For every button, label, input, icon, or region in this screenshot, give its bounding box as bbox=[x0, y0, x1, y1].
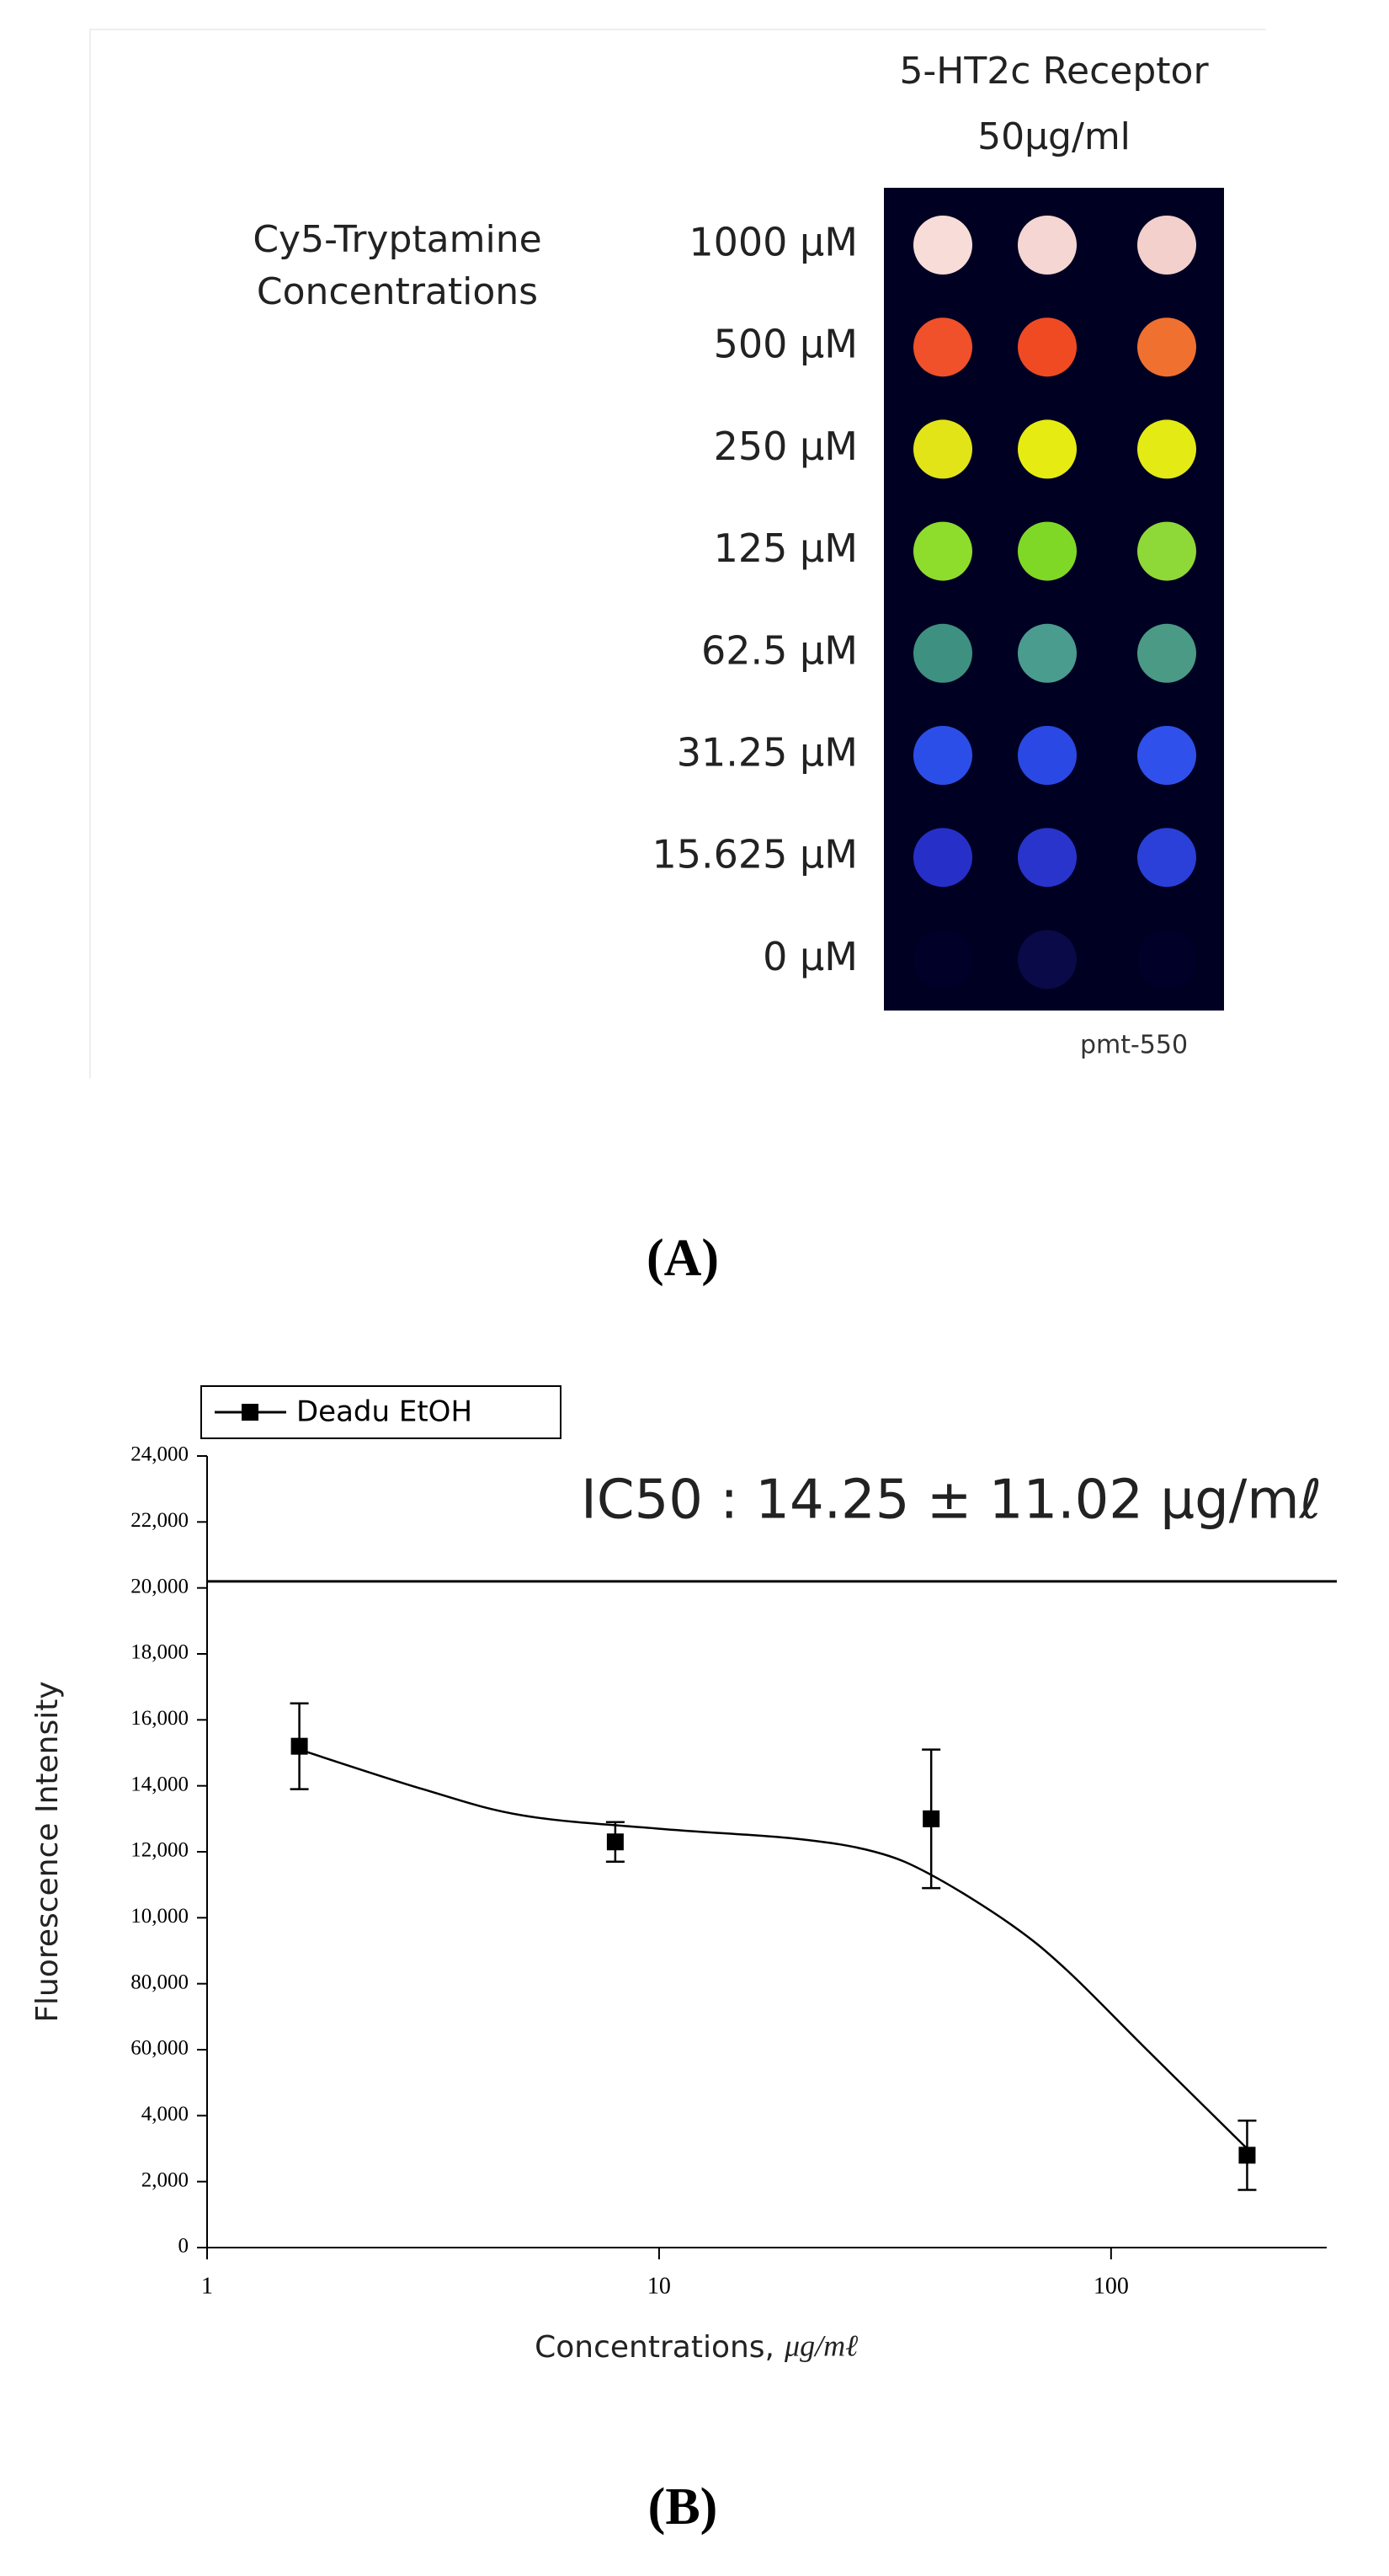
data-point bbox=[290, 1737, 308, 1755]
data-point bbox=[923, 1810, 940, 1827]
y-tick-label: 0 bbox=[178, 2235, 189, 2258]
spot bbox=[1137, 216, 1196, 275]
spot bbox=[1018, 419, 1077, 479]
y-axis-title: Fluorescence Intensity bbox=[30, 1681, 65, 2022]
spot bbox=[913, 726, 972, 785]
spot bbox=[1137, 317, 1196, 377]
y-tick-label: 18,000 bbox=[130, 1641, 189, 1664]
spot bbox=[913, 419, 972, 479]
legend-label: Deadu EtOH bbox=[296, 1395, 472, 1429]
spot bbox=[1018, 726, 1077, 785]
spot bbox=[1018, 317, 1077, 377]
spot bbox=[1018, 930, 1077, 989]
row-label: 0 μM bbox=[763, 934, 858, 979]
y-tick-label: 22,000 bbox=[130, 1509, 189, 1532]
x-axis-unit: μg/mℓ bbox=[784, 2328, 858, 2362]
row-title: Concentrations bbox=[257, 270, 538, 313]
spot bbox=[1137, 726, 1196, 785]
row-label: 62.5 μM bbox=[701, 627, 858, 673]
row-label: 125 μM bbox=[714, 525, 858, 571]
row-label: 500 μM bbox=[714, 322, 858, 367]
spot bbox=[1018, 216, 1077, 275]
x-tick-label: 100 bbox=[1094, 2273, 1129, 2299]
data-point bbox=[606, 1833, 624, 1851]
spot bbox=[1137, 419, 1196, 479]
array-image bbox=[884, 188, 1224, 1011]
y-tick-label: 60,000 bbox=[130, 2037, 189, 2060]
panel-frame bbox=[89, 29, 1266, 1079]
row-label: 15.625 μM bbox=[652, 832, 858, 877]
receptor-label: 5-HT2c Receptor bbox=[899, 50, 1209, 93]
spot bbox=[1137, 828, 1196, 888]
data-point bbox=[1238, 2147, 1256, 2164]
dose-label: 50μg/ml bbox=[977, 115, 1131, 158]
spot bbox=[1137, 521, 1196, 581]
row-label: 31.25 μM bbox=[677, 730, 858, 776]
row-title: Cy5-Tryptamine bbox=[253, 218, 541, 261]
legend-box bbox=[200, 1385, 561, 1439]
y-tick-label: 10,000 bbox=[130, 1905, 189, 1928]
legend-marker bbox=[242, 1404, 258, 1421]
spot bbox=[913, 216, 972, 275]
y-tick-label: 14,000 bbox=[130, 1773, 189, 1795]
y-tick-label: 4,000 bbox=[141, 2103, 189, 2125]
scan-label: pmt-550 bbox=[1080, 1031, 1188, 1060]
y-tick-label: 20,000 bbox=[130, 1575, 189, 1597]
fit-curve bbox=[299, 1748, 1248, 2150]
x-tick-label: 1 bbox=[201, 2273, 213, 2299]
spot bbox=[1018, 521, 1077, 581]
spot bbox=[913, 521, 972, 581]
x-tick-label: 10 bbox=[647, 2273, 671, 2299]
spot bbox=[913, 828, 972, 888]
spot bbox=[1137, 623, 1196, 683]
row-label: 250 μM bbox=[714, 424, 858, 469]
spot bbox=[913, 317, 972, 377]
panel-label: (A) bbox=[647, 1229, 719, 1287]
spot bbox=[913, 623, 972, 683]
y-tick-label: 12,000 bbox=[130, 1839, 189, 1862]
annotation: IC50 : 14.25 ± 11.02 μg/mℓ bbox=[581, 1469, 1322, 1532]
spot bbox=[1018, 828, 1077, 888]
x-axis-title: Concentrations, bbox=[535, 2330, 774, 2365]
spot bbox=[1137, 930, 1196, 989]
spot bbox=[1018, 623, 1077, 683]
y-tick-label: 24,000 bbox=[130, 1443, 189, 1466]
y-tick-label: 2,000 bbox=[141, 2168, 189, 2191]
row-label: 1000 μM bbox=[689, 220, 858, 265]
spot bbox=[913, 930, 972, 989]
y-tick-label: 16,000 bbox=[130, 1707, 189, 1730]
y-tick-label: 80,000 bbox=[130, 1971, 189, 1993]
panel-label: (B) bbox=[648, 2478, 718, 2536]
